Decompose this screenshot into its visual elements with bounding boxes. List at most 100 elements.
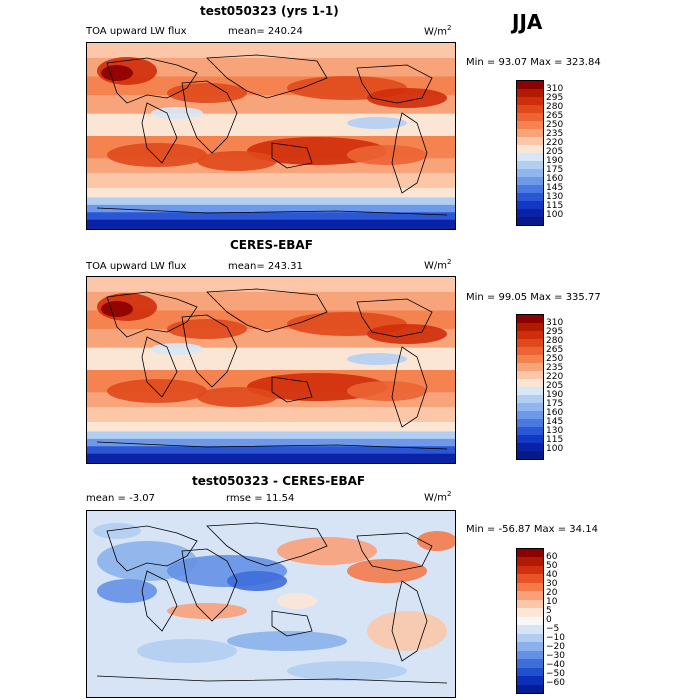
colorbar-tick-label: −40	[546, 660, 565, 670]
colorbar-tick-label: 5	[546, 606, 552, 616]
colorbar-segment	[517, 625, 543, 634]
colorbar-segment	[517, 659, 543, 668]
colorbar-tick-label: −20	[546, 642, 565, 652]
colorbar-segment	[517, 145, 543, 153]
colorbar-segment	[517, 411, 543, 419]
panel2-title: CERES-EBAF	[230, 238, 313, 252]
panel2-variable-label: TOA upward LW flux	[86, 261, 187, 272]
colorbar-tick-label: 265	[546, 111, 564, 121]
panel3-map	[86, 510, 456, 698]
colorbar-segment	[517, 153, 543, 161]
colorbar-tick-label: 250	[546, 120, 564, 130]
colorbar-tick-label: 175	[546, 165, 564, 175]
panel3-title: test050323 - CERES-EBAF	[192, 474, 366, 488]
colorbar-tick-label: 160	[546, 174, 564, 184]
colorbar-tick-label: 130	[546, 192, 564, 202]
panel3-colorbar-ticks: 60 50 40 30 20 10 5 0 −5 −10 −20 −30 −40 −50 −60	[516, 548, 576, 692]
colorbar-segment	[517, 419, 543, 427]
colorbar-tick-label: −60	[546, 678, 565, 688]
colorbar-tick-label: 280	[546, 336, 564, 346]
colorbar-tick-label: 220	[546, 372, 564, 382]
colorbar-segment	[517, 574, 543, 583]
colorbar-tick-label: 250	[546, 354, 564, 364]
panel1-map	[86, 42, 456, 230]
season-label: JJA	[512, 10, 543, 34]
panel3-units: W/m2	[424, 490, 452, 504]
panel3-rmse-label: rmse = 11.54	[226, 493, 295, 504]
colorbar-tick-label: 190	[546, 156, 564, 166]
colorbar-tick-label: −30	[546, 651, 565, 661]
colorbar-segment	[517, 642, 543, 651]
colorbar-segment	[517, 650, 543, 660]
colorbar-tick-label: 0	[546, 615, 552, 625]
colorbar-segment	[517, 667, 543, 677]
panel3-colorbar	[516, 548, 544, 694]
colorbar-tick-label: 175	[546, 399, 564, 409]
colorbar-segment	[517, 177, 543, 185]
colorbar-segment	[517, 395, 543, 403]
colorbar-segment	[517, 549, 543, 558]
colorbar-segment	[517, 121, 543, 129]
colorbar-segment	[517, 403, 543, 411]
colorbar-tick-label: 295	[546, 327, 564, 337]
colorbar-tick-label: 145	[546, 183, 564, 193]
colorbar-segment	[517, 565, 543, 575]
colorbar-segment	[517, 387, 543, 395]
colorbar-tick-label: 100	[546, 210, 564, 220]
colorbar-segment	[517, 81, 543, 89]
colorbar-tick-label: 265	[546, 345, 564, 355]
panel2-mean-label: mean= 243.31	[228, 261, 303, 272]
colorbar-tick-label: 310	[546, 318, 564, 328]
colorbar-tick-label: −10	[546, 633, 565, 643]
panel2-map	[86, 276, 456, 464]
colorbar-tick-label: 220	[546, 138, 564, 148]
colorbar-segment	[517, 185, 543, 193]
colorbar-tick-label: 190	[546, 390, 564, 400]
colorbar-tick-label: 295	[546, 93, 564, 103]
colorbar-segment	[517, 633, 543, 643]
colorbar-segment	[517, 435, 543, 443]
panel1-variable-label: TOA upward LW flux	[86, 26, 187, 37]
colorbar-segment	[517, 193, 543, 201]
panel2-minmax: Min = 99.05 Max = 335.77	[466, 292, 601, 303]
panel2-units: W/m2	[424, 258, 452, 272]
colorbar-tick-label: 115	[546, 201, 564, 211]
panel3-minmax: Min = -56.87 Max = 34.14	[466, 524, 598, 535]
colorbar-tick-label: 130	[546, 426, 564, 436]
colorbar-segment	[517, 582, 543, 592]
colorbar-segment	[517, 371, 543, 379]
panel1-title: test050323 (yrs 1-1)	[200, 4, 339, 18]
colorbar-tick-label: 235	[546, 129, 564, 139]
colorbar-segment	[517, 557, 543, 566]
colorbar-segment	[517, 209, 543, 217]
colorbar-tick-label: 145	[546, 417, 564, 427]
panel1-colorbar-ticks: 310 295 280 265 250 235 220 205 190 175 160 145 130 1…	[516, 80, 576, 224]
colorbar-tick-label: 310	[546, 84, 564, 94]
colorbar-segment	[517, 347, 543, 355]
colorbar-segment	[517, 169, 543, 177]
colorbar-tick-label: 280	[546, 102, 564, 112]
colorbar-segment	[517, 616, 543, 626]
panel2-colorbar-ticks: 310 295 280 265 250 235 220 205 190 175 160 145 130 1…	[516, 314, 576, 458]
colorbar-segment	[517, 161, 543, 169]
colorbar-tick-label: 10	[546, 597, 558, 607]
colorbar-segment	[517, 676, 543, 685]
colorbar-tick-label: 100	[546, 444, 564, 454]
colorbar-segment	[517, 89, 543, 97]
colorbar-tick-label: −5	[546, 624, 560, 634]
colorbar-segment	[517, 105, 543, 113]
colorbar-segment	[517, 201, 543, 209]
panel1-colorbar	[516, 80, 544, 226]
colorbar-tick-label: 20	[546, 588, 558, 598]
colorbar-segment	[517, 137, 543, 145]
colorbar-tick-label: 30	[546, 579, 558, 589]
colorbar-segment	[517, 113, 543, 121]
colorbar-segment	[517, 339, 543, 347]
panel1-mean-label: mean= 240.24	[228, 26, 303, 37]
colorbar-segment	[517, 608, 543, 617]
colorbar-segment	[517, 355, 543, 363]
colorbar-tick-label: −50	[546, 669, 565, 679]
colorbar-segment	[517, 129, 543, 137]
colorbar-segment	[517, 315, 543, 323]
colorbar-segment	[517, 97, 543, 105]
